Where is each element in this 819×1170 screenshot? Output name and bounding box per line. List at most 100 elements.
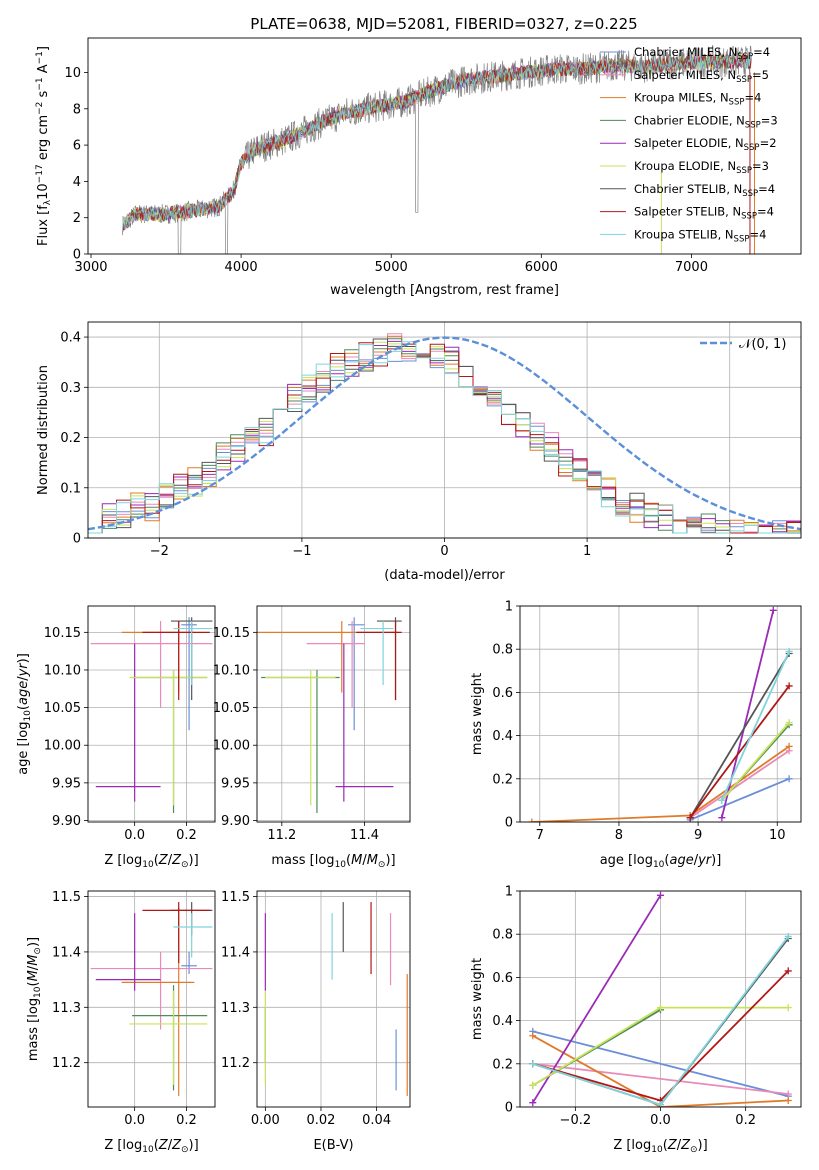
y-tick-label: 0.6 (492, 971, 513, 986)
panel-spectrum: 3000 4000 5000 6000 7000 0 2 4 6 8 10 Chabrier MILE… (35, 37, 802, 298)
legend-label: Salpeter ELODIE, NSSP=2 (634, 136, 777, 153)
x-tick-label: 0.02 (307, 1113, 336, 1128)
mass-weight-marker (785, 682, 793, 690)
x-tick-label: 7 (536, 828, 544, 843)
y-tick-label: 4 (73, 175, 81, 190)
y-tick-label: 11.5 (221, 890, 250, 905)
mass-weight-marker (785, 742, 793, 750)
axes-frame (87, 321, 802, 539)
x-axis-label: age [log10(age/yr)] (600, 853, 722, 870)
x-axis-label: (data-model)/error (384, 568, 505, 583)
plot-area-residuals (88, 333, 801, 534)
mass-weight-line (532, 1062, 789, 1095)
y-tick-label: 1 (505, 885, 513, 900)
mass-weight-marker (528, 818, 536, 822)
y-tick-label: 9.90 (52, 814, 81, 829)
y-axis-label: mass [log10(M/M⊙)] (26, 937, 43, 1061)
y-tick-label: 10.05 (44, 701, 81, 716)
y-tick-label: 0.8 (492, 643, 513, 658)
axes-frame (519, 605, 802, 823)
y-axis-label: age [log10(age/yr)] (16, 653, 33, 775)
y-tick-label: 9.95 (52, 776, 81, 791)
legend-label: Salpeter MILES, NSSP=5 (634, 68, 769, 85)
x-axis-label: Z [log10(Z/Z⊙)] (104, 853, 198, 870)
y-axis-label: Flux [fλ10−17 erg cm−2 s−1 A−1] (35, 46, 53, 246)
axes-frame (256, 890, 411, 1108)
plot-area-massweight-vs-Z (529, 891, 792, 1107)
x-tick-label: 11.4 (350, 828, 379, 843)
x-tick-label: 0.00 (251, 1113, 280, 1128)
mass-weight-marker (769, 606, 777, 614)
panel-mass-vs-Z: 0.0 0.2 11.2 11.3 11.4 11.5 Z [log10(Z/Z⊙)] mas… (26, 890, 216, 1155)
plot-area-age-vs-mass (257, 617, 402, 813)
y-tick-label: 0.2 (60, 431, 81, 446)
y-tick-label: 0 (73, 532, 81, 547)
y-tick-label: 9.95 (221, 776, 250, 791)
x-tick-label: −0.2 (560, 1113, 592, 1128)
legend-label: Chabrier MILES, NSSP=4 (634, 45, 770, 62)
y-tick-label: 0.8 (492, 928, 513, 943)
mass-weight-line (689, 685, 790, 819)
x-tick-label: 0.0 (124, 828, 145, 843)
normal-curve (88, 336, 801, 531)
axes-frame (519, 890, 802, 1108)
legend-label: Kroupa MILES, NSSP=4 (634, 91, 761, 108)
x-tick-label: 3000 (74, 260, 107, 275)
residual-histogram (88, 338, 801, 534)
mass-weight-marker (784, 932, 792, 940)
y-tick-label: 9.90 (221, 814, 250, 829)
x-tick-label: −1 (292, 544, 311, 559)
figure-title: PLATE=0638, MJD=52081, FIBERID=0327, z=0… (250, 15, 637, 33)
y-axis-label: mass weight (470, 958, 485, 1040)
y-tick-label: 11.5 (52, 890, 81, 905)
y-tick-label: 10.10 (44, 663, 81, 678)
x-tick-label: 0.0 (650, 1113, 671, 1128)
y-tick-label: 0 (73, 248, 81, 263)
legend-label: Salpeter STELIB, NSSP=4 (634, 205, 774, 222)
x-tick-label: 1 (583, 544, 591, 559)
mass-weight-marker (784, 967, 792, 975)
panel-massweight-vs-Z: −0.2 0.0 0.2 0 0.2 0.4 0.6 0.8 1 Z [log10(Z/Z⊙)] m… (470, 885, 802, 1155)
mass-weight-marker (529, 1060, 537, 1068)
x-axis-label: wavelength [Angstrom, rest frame] (330, 283, 559, 298)
y-tick-label: 11.4 (52, 945, 81, 960)
y-tick-label: 11.3 (52, 1001, 81, 1016)
y-tick-label: 10 (64, 66, 81, 81)
y-tick-label: 10.15 (213, 626, 250, 641)
mass-weight-marker (785, 775, 793, 783)
y-tick-label: 10.00 (213, 739, 250, 754)
y-tick-label: 0 (505, 816, 513, 831)
mass-weight-line (532, 894, 662, 1104)
x-tick-label: 7000 (675, 260, 708, 275)
x-tick-label: 10 (769, 828, 786, 843)
mass-weight-marker (784, 1090, 792, 1098)
y-tick-label: 0 (505, 1101, 513, 1116)
panel-residuals: −2 −1 0 1 2 0 0.1 0.2 0.3 0.4 𝒩(0, 1) (data-model)/… (36, 321, 802, 583)
mass-weight-line (689, 777, 790, 821)
panel-age-vs-Z: 0.0 0.2 9.90 9.95 10.00 10.05 10.10 10.15 Z [log… (16, 605, 216, 870)
mass-weight-line (689, 653, 790, 819)
y-tick-label: 8 (73, 102, 81, 117)
x-tick-label: 6000 (525, 260, 558, 275)
x-tick-label: 8 (615, 828, 623, 843)
plot-area-age-vs-Z (90, 617, 213, 813)
panel-massweight-vs-age: 7 8 9 10 0 0.2 0.4 0.6 0.8 1 age [log10(age/yr)] ma… (470, 600, 802, 870)
panel-mass-vs-EBV: 0.00 0.02 0.04 11.2 11.3 11.4 11.5 E(B-V) (221, 890, 411, 1153)
mass-weight-marker (784, 1097, 792, 1105)
x-tick-label: 0.2 (735, 1113, 756, 1128)
x-axis-label: E(B-V) (313, 1138, 353, 1153)
mass-weight-marker (529, 1032, 537, 1040)
x-tick-label: 0.2 (176, 828, 197, 843)
y-tick-label: 0.1 (60, 481, 81, 496)
x-tick-label: 0.2 (176, 1113, 197, 1128)
mass-weight-marker (529, 1081, 537, 1089)
y-tick-label: 11.2 (52, 1056, 81, 1071)
y-tick-label: 0.6 (492, 686, 513, 701)
y-tick-label: 10.05 (213, 701, 250, 716)
legend-label: Chabrier ELODIE, NSSP=3 (634, 113, 778, 130)
y-axis-label: Normed distribution (36, 365, 51, 495)
y-tick-label: 0.4 (492, 1014, 513, 1029)
mass-weight-marker (657, 1101, 664, 1107)
plot-area-mass-vs-Z (90, 902, 213, 1096)
